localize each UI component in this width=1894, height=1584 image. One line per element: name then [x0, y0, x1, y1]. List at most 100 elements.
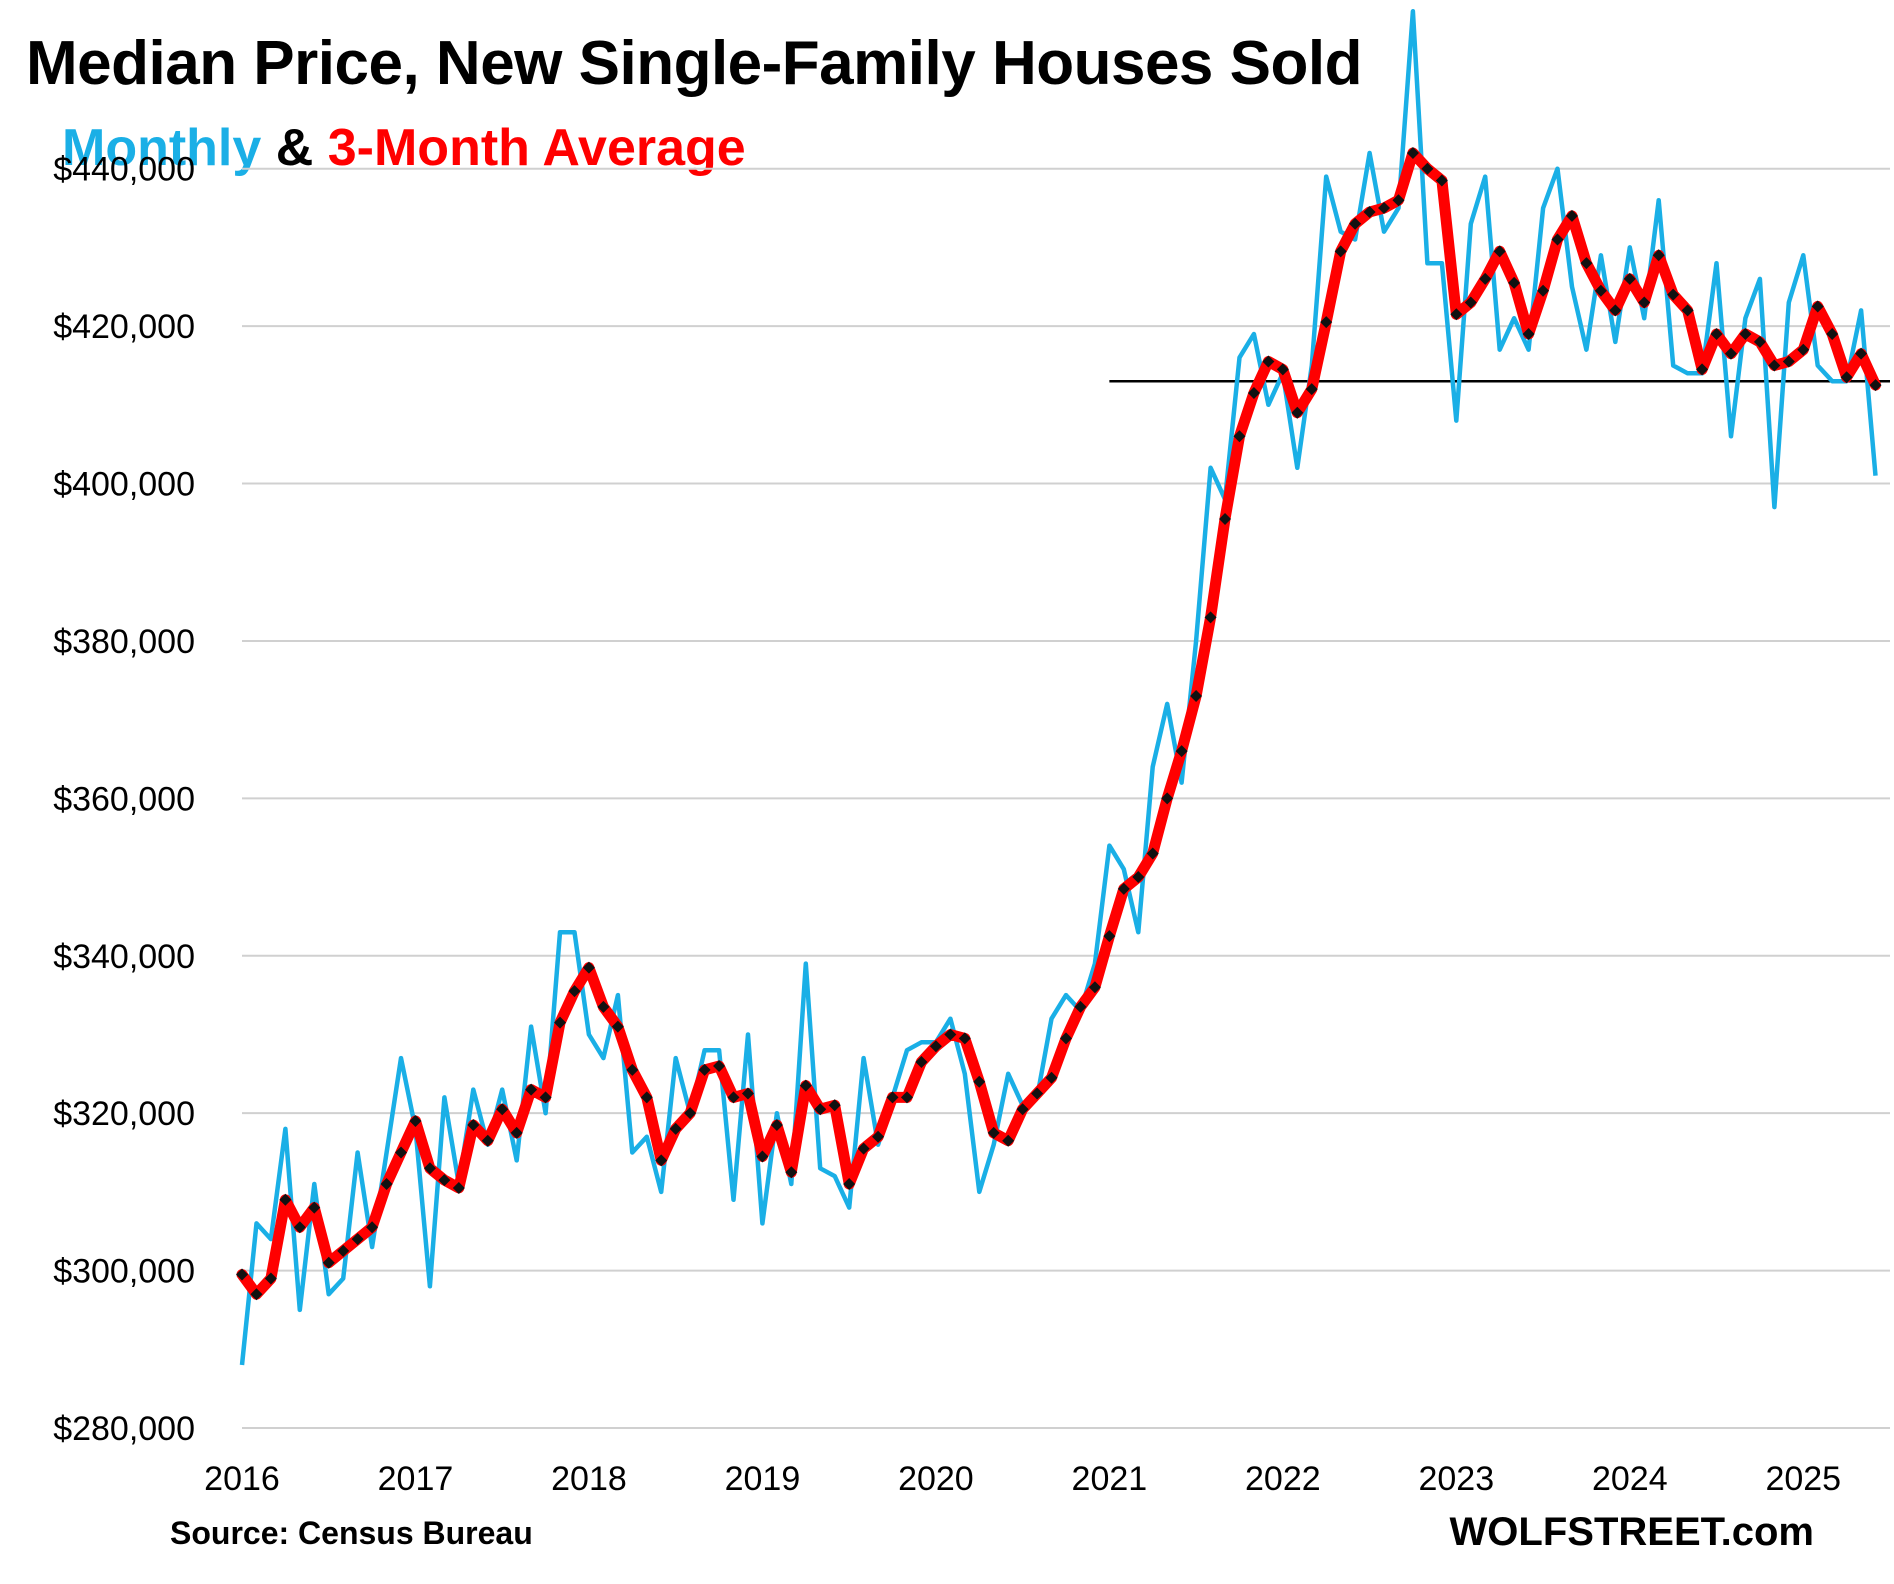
average-data-point [337, 1244, 350, 1257]
average-data-point [1320, 316, 1333, 329]
grid-layer [242, 167, 1890, 1429]
average-data-point [1696, 363, 1709, 376]
average-data-point [409, 1115, 422, 1128]
x-tick-label: 2016 [204, 1460, 280, 1498]
average-data-point [1103, 930, 1116, 943]
average-data-point [1204, 611, 1217, 624]
x-axis-labels: 2016 2017 2018 2019 2020 2021 2022 2023 2024 2025 [204, 1460, 1841, 1498]
average-data-point [510, 1126, 523, 1139]
average-data-point [1334, 245, 1347, 258]
average-data-point [698, 1063, 711, 1076]
average-data-point [481, 1134, 494, 1147]
average-data-point [814, 1103, 827, 1116]
average-data-point [929, 1040, 942, 1053]
average-data-point [554, 1016, 567, 1029]
average-data-point [1710, 327, 1723, 340]
y-tick-label: $340,000 [53, 938, 195, 976]
average-data-point [1363, 205, 1376, 218]
average-data-point [1045, 1071, 1058, 1084]
average-data-point [1797, 343, 1810, 356]
average-data-point [944, 1028, 957, 1041]
average-data-point [756, 1150, 769, 1163]
average-data-point [308, 1201, 321, 1214]
average-data-point [611, 1020, 624, 1033]
average-data-point [1450, 308, 1463, 321]
x-tick-label: 2021 [1072, 1460, 1148, 1498]
average-data-point [741, 1087, 754, 1100]
y-tick-label: $300,000 [53, 1253, 195, 1291]
average-data-point [1392, 194, 1405, 207]
average-data-point [351, 1233, 364, 1246]
average-data-point [236, 1268, 248, 1281]
average-data-point [1016, 1103, 1029, 1116]
average-data-point [496, 1103, 509, 1116]
average-data-point [423, 1162, 436, 1175]
average-data-point [973, 1075, 986, 1088]
average-data-point [395, 1146, 408, 1159]
average-data-point [886, 1091, 899, 1104]
series-line-3-month-average [236, 147, 1881, 1300]
average-data-point [987, 1126, 1000, 1139]
average-data-point [626, 1063, 639, 1076]
average-data-point [1840, 371, 1853, 384]
marker-layer [236, 146, 1882, 1301]
series-line-monthly [239, 9, 1878, 1366]
average-data-point [452, 1181, 465, 1194]
average-data-point [655, 1154, 668, 1167]
average-data-point [1768, 359, 1781, 372]
chart-title: Median Price, New Single-Family Houses S… [26, 29, 1362, 98]
average-data-point [1811, 300, 1824, 313]
average-data-point [1565, 209, 1578, 222]
average-data-point [770, 1118, 783, 1131]
average-data-point [1031, 1087, 1044, 1100]
y-tick-label: $320,000 [53, 1095, 195, 1133]
average-data-point [1826, 327, 1839, 340]
average-data-point [872, 1130, 885, 1143]
subtitle-ampersand: & [261, 119, 328, 177]
average-data-point [1652, 249, 1665, 262]
x-tick-label: 2019 [725, 1460, 801, 1498]
average-data-point [1247, 387, 1260, 400]
average-data-point [1262, 355, 1275, 368]
average-data-point [1479, 272, 1492, 285]
series-layer [236, 9, 1881, 1366]
average-data-point [1349, 217, 1362, 230]
average-data-point [1580, 257, 1593, 270]
average-data-point [1493, 245, 1506, 258]
x-tick-label: 2025 [1765, 1460, 1841, 1498]
average-data-point [1132, 871, 1145, 884]
average-data-point [1537, 284, 1550, 297]
average-data-point [568, 985, 581, 998]
average-data-point [279, 1193, 292, 1206]
average-data-point [1305, 383, 1318, 396]
average-data-point [1088, 981, 1101, 994]
average-data-point [1002, 1134, 1015, 1147]
average-data-point [1724, 347, 1737, 360]
average-data-point [1609, 304, 1622, 317]
y-tick-label: $400,000 [53, 466, 195, 504]
average-data-point [366, 1221, 379, 1234]
average-data-point [1074, 1000, 1087, 1013]
y-tick-label: $280,000 [53, 1410, 195, 1448]
average-data-point [1739, 327, 1752, 340]
x-tick-label: 2020 [898, 1460, 974, 1498]
average-data-point [1855, 347, 1868, 360]
brand-label: WOLFSTREET.com [1449, 1510, 1814, 1554]
y-axis-labels: $280,000 $300,000 $320,000 $340,000 $360,000… [53, 151, 195, 1448]
average-data-point [539, 1091, 552, 1104]
average-data-point [250, 1288, 263, 1301]
average-data-point [1782, 355, 1795, 368]
average-data-point [799, 1079, 812, 1092]
average-data-point [1406, 146, 1419, 159]
average-data-point [669, 1122, 682, 1135]
average-data-point [843, 1178, 856, 1191]
average-data-point [1060, 1032, 1072, 1045]
average-data-point [1551, 233, 1564, 246]
average-data-point [525, 1083, 538, 1096]
x-tick-label: 2022 [1245, 1460, 1321, 1498]
average-data-point [828, 1099, 841, 1112]
average-data-point [1378, 202, 1391, 215]
average-data-point [1638, 296, 1651, 309]
